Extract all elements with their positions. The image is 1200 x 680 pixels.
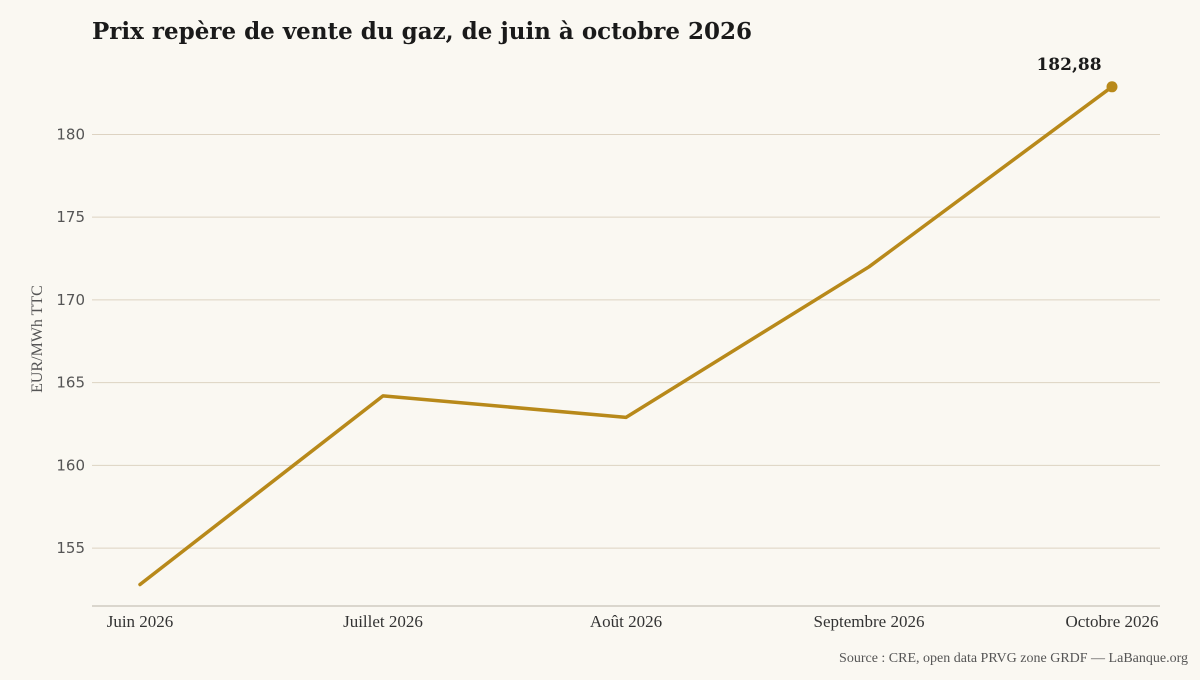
y-tick-label: 175 — [56, 208, 85, 226]
x-tick-label: Août 2026 — [590, 612, 662, 631]
x-tick-label: Juillet 2026 — [343, 612, 423, 631]
y-tick-label: 170 — [56, 291, 85, 309]
chart-title: Prix repère de vente du gaz, de juin à o… — [92, 18, 752, 45]
end-value-label: 182,88 — [1036, 55, 1101, 75]
x-tick-label: Septembre 2026 — [814, 612, 925, 631]
x-tick-label: Juin 2026 — [107, 612, 174, 631]
y-tick-label: 155 — [56, 539, 85, 557]
y-tick-label: 180 — [56, 125, 85, 143]
x-tick-label: Octobre 2026 — [1065, 612, 1158, 631]
end-point-marker — [1106, 81, 1118, 93]
y-axis-label: EUR/MWh TTC — [29, 285, 46, 393]
y-tick-label: 160 — [56, 456, 85, 474]
y-tick-label: 165 — [56, 374, 85, 392]
series-line — [138, 85, 1114, 587]
source-note: Source : CRE, open data PRVG zone GRDF —… — [839, 651, 1188, 666]
